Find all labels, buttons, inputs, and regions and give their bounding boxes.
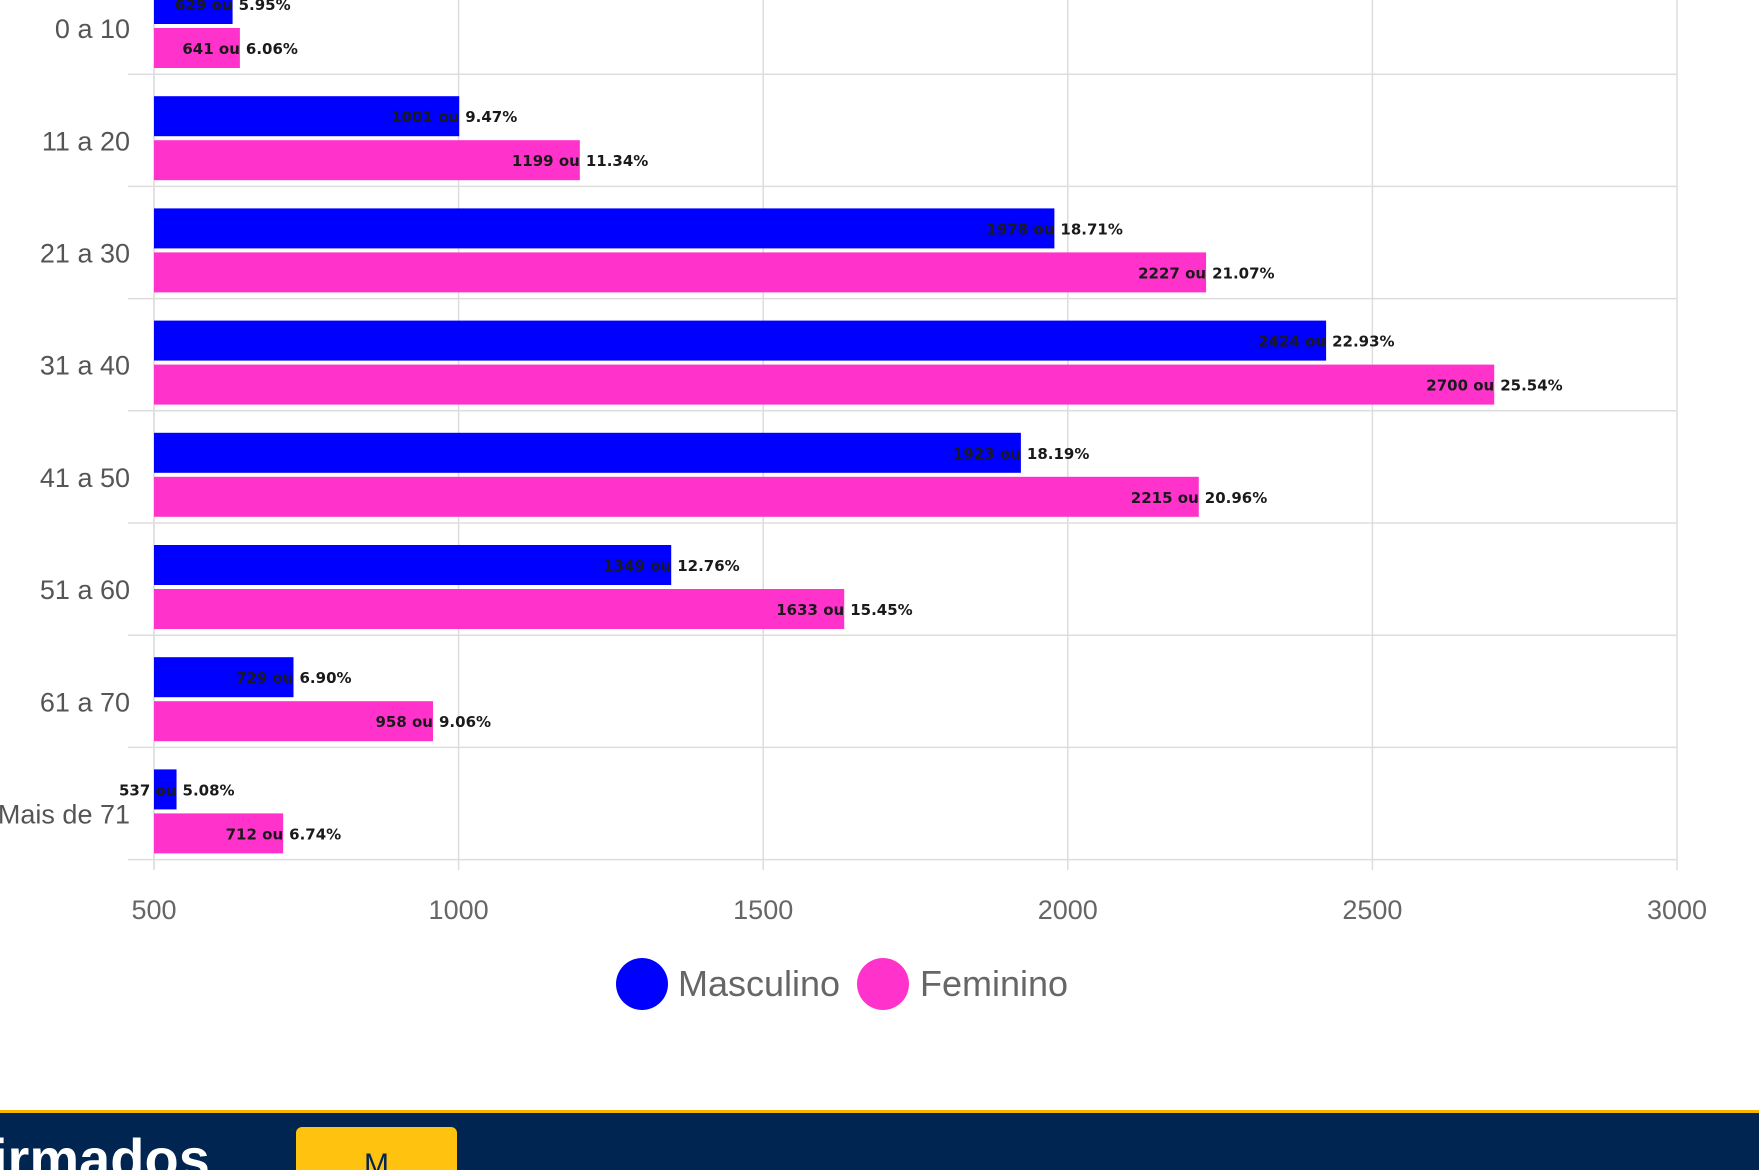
data-label-percent: 6.90% (300, 669, 352, 687)
footer-banner: irmados M (0, 1110, 1759, 1170)
data-label-percent: 9.06% (439, 713, 491, 731)
data-label-percent: 6.74% (289, 825, 341, 843)
bar-feminino[interactable] (154, 364, 1495, 405)
data-label-value: 1349 ou (603, 557, 671, 575)
bar-feminino[interactable] (154, 252, 1207, 293)
x-tick-label: 2500 (1342, 895, 1402, 925)
data-label-value: 1923 ou (953, 445, 1021, 463)
data-label-percent: 12.76% (677, 557, 739, 575)
data-label-percent: 5.95% (239, 0, 291, 14)
bars (154, 0, 1495, 854)
legend-swatch-feminino[interactable] (857, 958, 909, 1010)
bar-masculino[interactable] (154, 96, 460, 137)
data-label-value: 958 ou (375, 713, 433, 731)
x-tick-label: 500 (131, 895, 176, 925)
data-label-percent: 6.06% (246, 40, 298, 58)
bar-masculino[interactable] (154, 208, 1055, 249)
data-label-percent: 18.19% (1027, 445, 1089, 463)
data-label-percent: 20.96% (1205, 489, 1267, 507)
data-labels: 629 ou 5.95% 641 ou 6.06% 1001 ou 9.47% 1199 o… (119, 0, 1563, 843)
data-label-percent: 5.08% (183, 781, 235, 799)
category-label: 11 a 20 (42, 126, 130, 156)
data-label-value: 1978 ou (986, 220, 1054, 238)
x-axis-ticks: 500 1000 1500 2000 2500 3000 (131, 895, 1707, 925)
category-label: 31 a 40 (40, 351, 130, 381)
bar-feminino[interactable] (154, 140, 580, 181)
bar-masculino[interactable] (154, 432, 1021, 473)
legend-label-feminino[interactable]: Feminino (920, 963, 1068, 1004)
grid-lines (128, 0, 1678, 870)
category-label: Mais de 71 (0, 800, 130, 830)
data-label-value: 729 ou (236, 669, 294, 687)
data-label-percent: 9.47% (465, 108, 517, 126)
data-label-percent: 22.93% (1332, 333, 1394, 351)
category-label: 61 a 70 (40, 687, 130, 717)
legend: Masculino Feminino (616, 958, 1068, 1010)
data-label-value: 1633 ou (776, 601, 844, 619)
data-label-percent: 15.45% (850, 601, 912, 619)
data-label-value: 1001 ou (391, 108, 459, 126)
data-label-percent: 18.71% (1060, 220, 1122, 238)
bar-feminino[interactable] (154, 28, 240, 68)
category-label: 41 a 50 (40, 463, 130, 493)
data-label-percent: 21.07% (1212, 264, 1274, 282)
bar-feminino[interactable] (154, 813, 284, 854)
data-label-value: 2227 ou (1138, 264, 1206, 282)
x-tick-label: 3000 (1647, 895, 1707, 925)
footer-badge-button[interactable]: M (296, 1127, 457, 1170)
data-label-value: 712 ou (226, 825, 284, 843)
bar-feminino[interactable] (154, 701, 434, 742)
x-tick-label: 2000 (1038, 895, 1098, 925)
data-label-value: 2215 ou (1131, 489, 1199, 507)
bar-feminino[interactable] (154, 476, 1199, 517)
data-label-value: 641 ou (182, 40, 240, 58)
bar-feminino[interactable] (154, 589, 845, 629)
category-labels: 0 a 10 11 a 20 21 a 30 31 a 40 41 a 50 51 a 6… (0, 14, 130, 829)
legend-label-masculino[interactable]: Masculino (678, 963, 840, 1004)
data-label-percent: 11.34% (586, 152, 648, 170)
bar-masculino[interactable] (154, 657, 294, 698)
bar-masculino[interactable] (154, 545, 672, 585)
x-tick-label: 1500 (733, 895, 793, 925)
footer-title: irmados (0, 1127, 210, 1170)
x-tick-label: 1000 (429, 895, 489, 925)
bar-chart: 629 ou 5.95% 641 ou 6.06% 1001 ou 9.47% 1199 o… (0, 0, 1707, 1010)
data-label-value: 629 ou (175, 0, 233, 14)
data-label-value: 1199 ou (512, 152, 580, 170)
bar-masculino[interactable] (154, 0, 233, 24)
category-label: 21 a 30 (40, 239, 130, 269)
bar-masculino[interactable] (154, 769, 177, 810)
bar-masculino[interactable] (154, 320, 1327, 361)
category-label: 51 a 60 (40, 575, 130, 605)
data-label-value: 537 ou (119, 781, 177, 799)
data-label-percent: 25.54% (1500, 377, 1562, 395)
data-label-value: 2424 ou (1258, 333, 1326, 351)
category-label: 0 a 10 (55, 14, 130, 44)
legend-swatch-masculino[interactable] (616, 958, 668, 1010)
data-label-value: 2700 ou (1426, 377, 1494, 395)
